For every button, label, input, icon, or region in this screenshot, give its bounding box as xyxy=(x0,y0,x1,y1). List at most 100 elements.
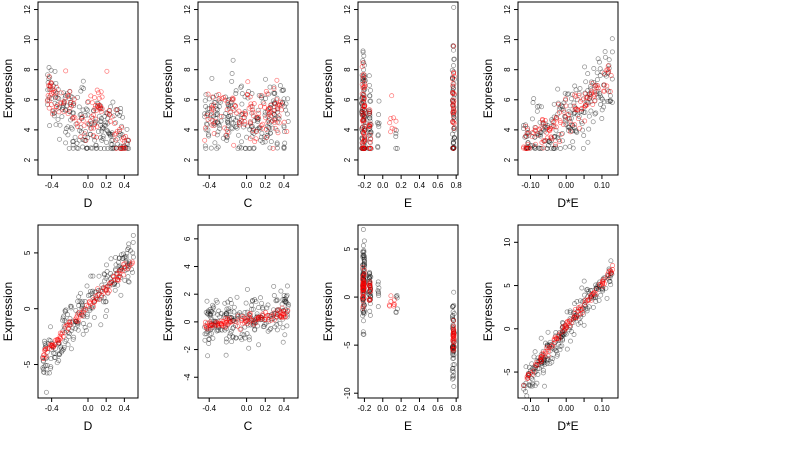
data-point xyxy=(572,83,578,89)
data-point xyxy=(256,116,262,122)
data-point xyxy=(96,113,102,119)
data-point xyxy=(527,383,533,389)
data-point xyxy=(46,73,52,79)
data-point xyxy=(84,145,90,151)
x-tick-label: 0.0 xyxy=(82,181,94,190)
data-point xyxy=(56,358,62,364)
data-point xyxy=(263,88,269,94)
data-point xyxy=(563,96,569,102)
data-point xyxy=(393,134,399,139)
data-point xyxy=(551,337,557,343)
data-point xyxy=(274,140,280,146)
data-point xyxy=(237,144,242,150)
data-point xyxy=(121,145,127,151)
data-point xyxy=(232,103,238,109)
data-point xyxy=(228,125,234,131)
data-point xyxy=(570,122,576,128)
data-point xyxy=(524,130,530,136)
data-point xyxy=(268,102,274,108)
data-point xyxy=(360,227,366,232)
data-point xyxy=(90,273,96,279)
data-point xyxy=(107,281,113,287)
data-point xyxy=(231,304,237,310)
data-point xyxy=(282,103,287,109)
data-point xyxy=(105,128,111,134)
data-point xyxy=(272,91,277,96)
data-point xyxy=(252,327,258,333)
data-point xyxy=(360,60,366,66)
data-point xyxy=(204,331,209,337)
data-point xyxy=(209,122,215,128)
data-point xyxy=(62,95,68,101)
data-point xyxy=(284,283,290,289)
data-point xyxy=(206,336,212,342)
data-point xyxy=(47,82,53,88)
data-point xyxy=(74,314,80,320)
data-point xyxy=(115,282,121,288)
data-point xyxy=(204,113,210,119)
data-point xyxy=(596,59,602,65)
data-point xyxy=(607,279,613,284)
data-point xyxy=(242,310,248,315)
data-point xyxy=(577,320,583,326)
data-point xyxy=(203,104,209,109)
data-point xyxy=(566,108,572,114)
data-point xyxy=(247,136,253,142)
data-point xyxy=(129,260,135,266)
data-point xyxy=(239,101,245,107)
data-point xyxy=(393,127,399,133)
data-point xyxy=(116,274,122,280)
data-point xyxy=(360,331,366,337)
data-point xyxy=(360,73,366,79)
data-point xyxy=(361,256,367,262)
data-point xyxy=(246,314,252,320)
data-point xyxy=(553,348,559,354)
data-point xyxy=(387,120,393,126)
y-tick-label: -4 xyxy=(183,373,192,381)
points xyxy=(521,36,615,152)
data-point xyxy=(585,71,591,77)
data-point xyxy=(450,140,456,146)
y-tick-label: 6 xyxy=(183,97,192,102)
data-point xyxy=(53,94,59,100)
data-point xyxy=(230,334,236,340)
data-point xyxy=(116,263,122,269)
data-point xyxy=(544,135,550,141)
data-point xyxy=(205,132,211,137)
data-point xyxy=(211,123,217,129)
data-point xyxy=(221,95,227,100)
data-point xyxy=(361,253,367,259)
data-point xyxy=(575,116,581,122)
data-point xyxy=(75,146,81,151)
data-point xyxy=(125,247,131,252)
data-point xyxy=(213,115,219,121)
data-point xyxy=(593,285,599,291)
data-point xyxy=(61,323,67,329)
data-point xyxy=(242,110,248,116)
data-point xyxy=(223,311,229,317)
data-point xyxy=(244,331,250,337)
data-point xyxy=(547,361,553,367)
data-point xyxy=(262,322,268,328)
data-point xyxy=(564,346,570,352)
data-point xyxy=(361,318,366,324)
data-point xyxy=(230,57,236,63)
data-point xyxy=(548,145,554,151)
data-point xyxy=(256,110,262,116)
data-point xyxy=(229,120,235,126)
data-point xyxy=(267,327,273,333)
data-point xyxy=(569,329,575,335)
data-point xyxy=(281,123,287,129)
data-point xyxy=(250,297,256,303)
data-point xyxy=(103,287,109,292)
data-point xyxy=(91,112,96,118)
data-point xyxy=(224,132,230,138)
data-point xyxy=(278,107,284,113)
data-point xyxy=(267,130,273,136)
data-point xyxy=(281,297,287,302)
data-point xyxy=(375,304,381,310)
data-point xyxy=(585,139,591,145)
data-point xyxy=(548,135,554,141)
data-point xyxy=(577,298,583,304)
